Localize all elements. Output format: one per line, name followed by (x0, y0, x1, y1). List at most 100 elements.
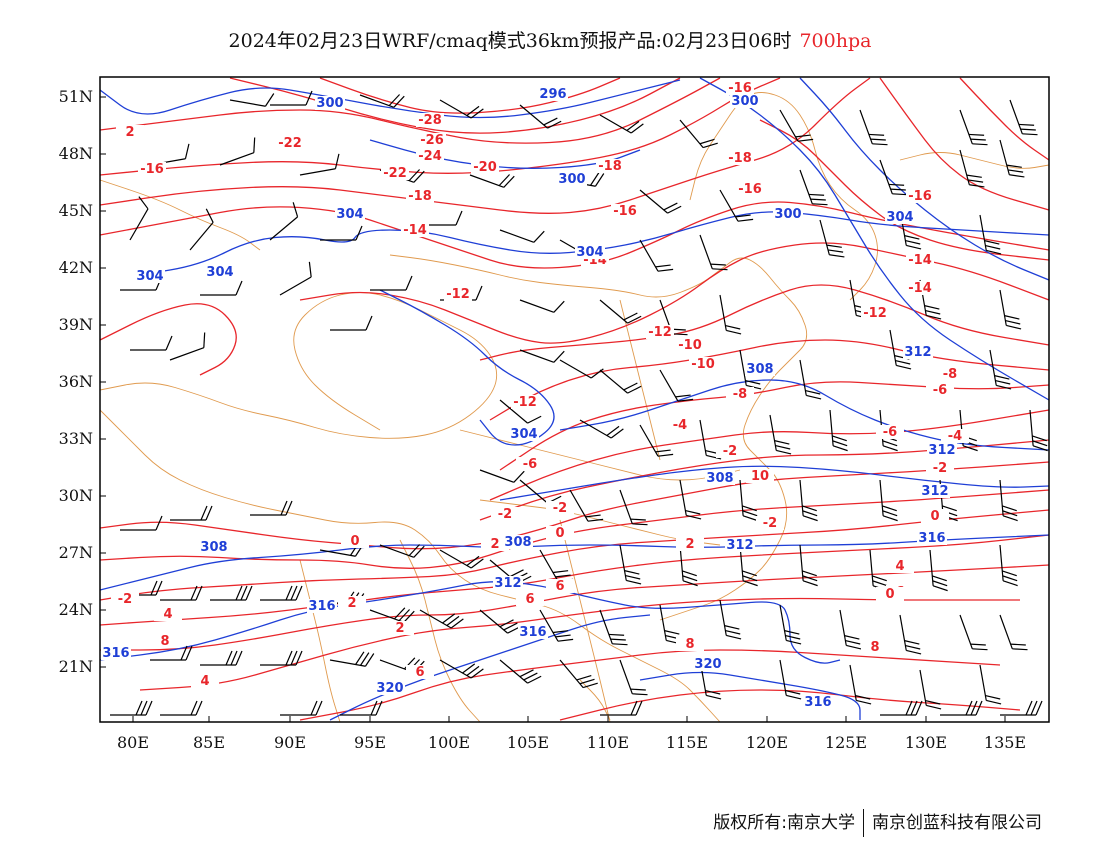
temperature-contour (479, 439, 1050, 521)
label-background (416, 149, 444, 163)
temperature-label: 2 (347, 596, 356, 611)
temperature-label: -6 (883, 425, 897, 440)
label-background (386, 621, 414, 635)
lon-tick-label: 135E (984, 733, 1026, 752)
geopotential-label: 308 (200, 540, 227, 555)
lon-tick-label: 125E (825, 733, 867, 752)
wind-barb (359, 94, 405, 108)
temperature-label: -20 (473, 160, 497, 175)
label-background (886, 559, 914, 573)
border-line (899, 152, 1050, 169)
lon-tick-label: 110E (587, 733, 629, 752)
label-background (406, 189, 434, 203)
copyright-footer: 版权所有:南京大学 南京创蓝科技有限公司 (713, 808, 1042, 837)
wind-barb (1000, 700, 1043, 716)
wind-barb (260, 585, 303, 601)
wind-barb (599, 369, 642, 394)
wind-barb (169, 332, 206, 361)
label-background (689, 357, 717, 371)
lat-tick-label: 48N (59, 144, 93, 163)
label-background (199, 540, 229, 554)
temperature-contour (99, 489, 1050, 569)
lon-tick-label: 100E (428, 733, 470, 752)
wind-barb (129, 196, 149, 241)
label-background (191, 674, 219, 688)
lon-tick-label: 90E (274, 733, 306, 752)
wind-barb (919, 669, 942, 710)
lat-tick-label: 21N (59, 657, 93, 676)
temperature-label: -16 (613, 204, 637, 219)
wind-barb (879, 159, 908, 196)
label-background (341, 534, 369, 548)
map-axes: 80E 85E 90E 95E 100E 105E 110E 115E 120E 125E 130E… (59, 87, 1026, 752)
wind-barb (260, 650, 303, 666)
wind-barb (539, 609, 574, 642)
temperature-label: 6 (415, 665, 424, 680)
wind-barb (879, 479, 898, 522)
lon-tick-label: 85E (193, 733, 225, 752)
wind-barb (519, 299, 565, 313)
label-background (726, 387, 754, 401)
wind-barb (270, 90, 313, 106)
wind-barb (370, 275, 413, 291)
contour-labels: -16-16-22-28-26-24-22-20-18-16-18-16-14-… (101, 81, 969, 710)
wind-barb (999, 479, 1018, 522)
temperature-label: -4 (673, 418, 687, 433)
wind-barb (940, 700, 983, 716)
wind-barb (959, 149, 985, 188)
temperature-label: -2 (723, 444, 737, 459)
temperature-label: -12 (513, 395, 537, 410)
wind-barb (160, 585, 203, 601)
temperature-label: -2 (933, 461, 947, 476)
wind-barb (1029, 409, 1048, 452)
geopotential-label: 304 (206, 265, 233, 280)
wind-barb (379, 544, 425, 558)
temperature-label: 6 (555, 579, 564, 594)
wind-barb (189, 208, 214, 251)
lat-tick-label: 24N (59, 600, 93, 619)
wind-barb (210, 585, 253, 601)
wind-barb (519, 104, 562, 129)
label-background (736, 182, 764, 196)
temperature-label: 4 (895, 559, 904, 574)
temperature-label: -8 (943, 367, 957, 382)
geopotential-contour (99, 79, 681, 119)
temperature-label: -2 (498, 507, 512, 522)
label-background (518, 625, 548, 639)
temperature-label: -12 (863, 306, 887, 321)
temperature-label: 0 (350, 534, 359, 549)
label-background (135, 269, 165, 283)
temperature-contour (99, 77, 721, 144)
wind-barb (999, 139, 1025, 178)
label-background (646, 325, 674, 339)
temperature-contour (99, 461, 1050, 550)
label-background (917, 531, 947, 545)
temperature-label: -8 (733, 387, 747, 402)
label-background (803, 695, 833, 709)
lon-tick-label: 80E (117, 733, 149, 752)
label-background (746, 469, 774, 483)
geopotential-label: 308 (504, 535, 531, 550)
wind-barb (369, 607, 415, 623)
wind-barb (569, 489, 604, 522)
label-background (716, 444, 744, 458)
label-background (575, 245, 605, 259)
lat-tick-label: 45N (59, 201, 93, 220)
border-line (99, 179, 261, 251)
label-background (906, 189, 934, 203)
wind-barb (639, 424, 674, 457)
geopotential-contour (499, 465, 1050, 501)
wind-barb (330, 315, 373, 331)
geopotential-label: 312 (904, 345, 931, 360)
label-background (861, 306, 889, 320)
wind-barb (719, 294, 742, 335)
label-background (726, 151, 754, 165)
wind-barb (299, 153, 340, 176)
temperature-label: -2 (118, 592, 132, 607)
wind-barb (479, 609, 522, 634)
temperature-contour (139, 597, 1020, 691)
wind-barb (499, 659, 542, 684)
geopotential-label: 296 (539, 87, 566, 102)
geopotential-label: 300 (316, 96, 343, 111)
lat-tick-label: 51N (59, 87, 93, 106)
